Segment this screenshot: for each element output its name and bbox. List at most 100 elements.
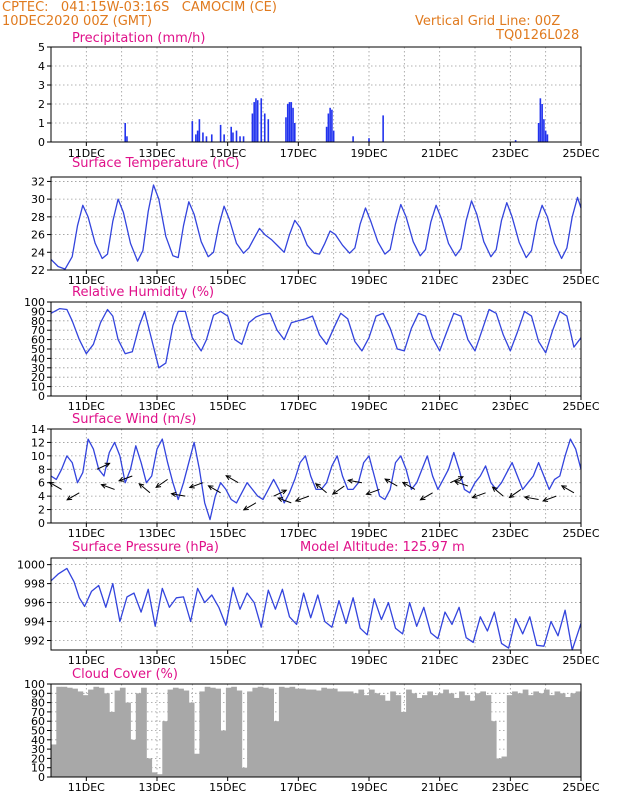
- cloud-cover-bar: [178, 688, 184, 777]
- y-tick-label: 3: [38, 79, 45, 92]
- x-tick-label: 23DEC: [492, 781, 529, 794]
- y-tick-label: 22: [31, 264, 45, 277]
- y-tick-label: 0: [38, 390, 45, 403]
- wind-arrow-head: [419, 495, 426, 501]
- wind-arrow-shaft: [450, 476, 464, 484]
- cloud-cover-bar: [448, 693, 455, 777]
- y-tick-label: 32: [31, 175, 45, 188]
- cloud-cover-bar: [215, 688, 221, 777]
- y-tick-label: 4: [38, 490, 45, 503]
- cloud-cover-bar: [241, 767, 248, 777]
- cloud-cover-bar: [236, 690, 243, 777]
- wind-arrow-shaft: [155, 478, 168, 488]
- cloud-cover-bar: [77, 691, 84, 777]
- x-tick-label: 25DEC: [562, 274, 599, 287]
- wind-arrow-shaft: [225, 475, 239, 484]
- cloud-cover-bar: [533, 691, 539, 777]
- cloud-cover-bar: [559, 693, 566, 777]
- y-tick-label: 5: [38, 41, 45, 54]
- cloud-cover-bar: [188, 702, 195, 777]
- header-model-id: TQ0126L028: [496, 28, 580, 43]
- x-tick-label: 17DEC: [280, 147, 317, 160]
- precip-bar: [352, 136, 354, 142]
- cloud-cover-bar: [512, 691, 518, 777]
- cloud-cover-bar: [496, 758, 502, 777]
- cloud-cover-bar: [225, 687, 232, 777]
- cloud-cover-bar: [61, 686, 68, 777]
- y-tick-label: 100: [24, 296, 45, 309]
- x-tick-label: 17DEC: [280, 274, 317, 287]
- wind-arrow-head: [104, 462, 111, 468]
- precip-bar: [255, 98, 257, 142]
- wind-arrow-shaft: [138, 483, 151, 494]
- precip-bar: [514, 140, 517, 142]
- precip-bar: [267, 119, 270, 142]
- x-tick-label: 25DEC: [562, 400, 599, 413]
- cloud-cover-bar: [554, 691, 561, 777]
- panel-frame: [50, 176, 582, 271]
- wind-arrow-shaft: [96, 462, 110, 470]
- wind-arrow-head: [225, 475, 232, 481]
- cloud-cover-bar: [157, 774, 163, 777]
- cloud-cover-bar: [66, 687, 73, 777]
- y-tick-label: 28: [31, 211, 45, 224]
- wind-arrow-shaft: [348, 479, 363, 484]
- y-tick-label: 0: [38, 136, 45, 149]
- cloud-cover-bar: [316, 690, 322, 777]
- y-tick-label: 20: [31, 752, 45, 765]
- cloud-cover-bar: [300, 688, 306, 777]
- cloud-cover-bar: [268, 688, 274, 777]
- precip-bar: [543, 119, 545, 142]
- x-tick-label: 25DEC: [562, 781, 599, 794]
- y-tick-label: 30: [31, 362, 45, 375]
- cloud-cover-bar: [437, 693, 444, 777]
- y-tick-label: 50: [31, 725, 45, 738]
- cloud-cover-bar: [390, 691, 396, 777]
- wind-arrow-head: [491, 486, 498, 492]
- cloud-cover-bar: [464, 695, 471, 777]
- wind-arrow-head: [242, 505, 249, 511]
- wind-arrow-head: [523, 495, 530, 501]
- header-station: CPTEC: 041:15W-03:16S CAMOCIM (CE): [2, 0, 277, 15]
- x-tick-label: 13DEC: [138, 527, 175, 540]
- cloud-cover-bar: [326, 688, 333, 777]
- cloud-cover-bar: [194, 753, 200, 777]
- precip-bar: [290, 102, 293, 142]
- precip-bar: [541, 104, 543, 142]
- panel-title: Surface Pressure (hPa): [72, 540, 219, 555]
- y-tick-label: 24: [31, 246, 45, 259]
- cloud-cover-bar: [104, 693, 110, 777]
- precip-bar: [544, 130, 547, 142]
- wind-arrow-head: [471, 493, 478, 499]
- cloud-cover-bar: [247, 691, 253, 777]
- wind-arrow-shaft: [273, 489, 287, 497]
- cloud-cover-bar: [252, 687, 259, 777]
- cloud-cover-bar: [310, 689, 317, 777]
- cloud-cover-bar: [114, 690, 121, 777]
- precip-bar: [198, 119, 201, 142]
- x-tick-label: 19DEC: [350, 781, 387, 794]
- panel-title: Surface Wind (m/s): [72, 412, 196, 427]
- panel-frame: [50, 557, 582, 651]
- cloud-cover-bar: [278, 686, 285, 777]
- panel-title: Surface Temperature (nC): [72, 156, 240, 171]
- wind-arrow-shaft: [472, 492, 486, 499]
- precip-bar: [382, 115, 384, 142]
- cloud-cover-bar: [273, 721, 280, 777]
- cloud-cover-bar: [72, 688, 78, 777]
- wind-arrow-head: [453, 480, 460, 486]
- x-tick-label: 15DEC: [209, 400, 246, 413]
- cloud-cover-bar: [289, 686, 296, 777]
- wind-arrow-head: [170, 491, 177, 498]
- wind-arrow-head: [294, 496, 301, 502]
- wind-arrow-shaft: [243, 502, 257, 511]
- cloud-cover-bar: [538, 693, 545, 777]
- wind-arrow-shaft: [384, 478, 398, 487]
- cloud-cover-bar: [167, 689, 174, 777]
- x-tick-label: 11DEC: [68, 147, 105, 160]
- wind-arrow-shaft: [561, 485, 575, 494]
- precip-bar: [239, 136, 241, 142]
- cloud-cover-bar: [342, 691, 349, 777]
- precip-bar: [329, 107, 331, 142]
